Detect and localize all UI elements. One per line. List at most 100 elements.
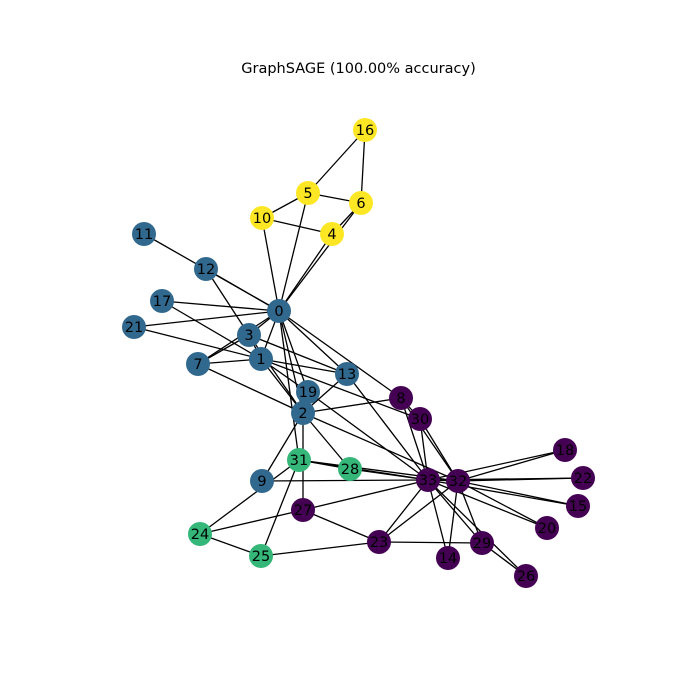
node-circle-7 bbox=[186, 352, 210, 376]
node-label-6: 6 bbox=[356, 196, 365, 212]
node-label-33: 33 bbox=[419, 473, 437, 489]
node-circle-6 bbox=[349, 191, 373, 215]
node-12: 12 bbox=[194, 257, 218, 281]
node-label-16: 16 bbox=[356, 123, 374, 139]
edge-2-8 bbox=[302, 397, 402, 414]
node-circle-15 bbox=[566, 494, 590, 518]
edge-1-21 bbox=[133, 326, 262, 360]
edge-0-13 bbox=[278, 310, 348, 375]
node-circle-2 bbox=[291, 401, 315, 425]
edge-0-10 bbox=[261, 217, 280, 312]
node-8: 8 bbox=[389, 386, 413, 410]
node-circle-31 bbox=[287, 448, 311, 472]
node-0: 0 bbox=[267, 299, 291, 323]
node-label-22: 22 bbox=[574, 471, 592, 487]
node-2: 2 bbox=[291, 401, 315, 425]
edge-19-33 bbox=[307, 391, 429, 481]
node-9: 9 bbox=[250, 469, 274, 493]
node-circle-33 bbox=[416, 468, 440, 492]
node-15: 15 bbox=[566, 494, 590, 518]
node-circle-18 bbox=[553, 438, 577, 462]
edge-1-17 bbox=[161, 300, 262, 360]
edge-1-13 bbox=[260, 358, 348, 375]
edge-0-4 bbox=[278, 233, 333, 312]
node-label-25: 25 bbox=[252, 549, 270, 565]
node-16: 16 bbox=[353, 118, 377, 142]
edge-20-32 bbox=[457, 480, 548, 529]
edge-23-29 bbox=[378, 541, 483, 544]
node-circle-29 bbox=[470, 531, 494, 555]
node-label-19: 19 bbox=[299, 385, 317, 401]
node-circle-13 bbox=[335, 362, 359, 386]
node-31: 31 bbox=[287, 448, 311, 472]
edge-5-16 bbox=[307, 129, 366, 194]
node-circle-25 bbox=[249, 544, 273, 568]
node-circle-9 bbox=[250, 469, 274, 493]
edge-6-16 bbox=[360, 129, 366, 204]
edge-15-32 bbox=[457, 480, 579, 507]
node-29: 29 bbox=[470, 531, 494, 555]
edge-0-8 bbox=[278, 310, 402, 399]
edge-0-19 bbox=[278, 310, 309, 393]
node-label-28: 28 bbox=[341, 462, 359, 478]
edge-2-7 bbox=[197, 363, 304, 414]
node-circle-28 bbox=[338, 457, 362, 481]
edge-27-33 bbox=[302, 479, 429, 511]
node-label-31: 31 bbox=[290, 453, 308, 469]
node-label-32: 32 bbox=[449, 474, 467, 490]
edge-23-27 bbox=[302, 509, 380, 543]
node-label-3: 3 bbox=[244, 328, 253, 344]
edge-14-33 bbox=[427, 479, 449, 559]
edge-1-30 bbox=[260, 358, 421, 420]
node-circle-12 bbox=[194, 257, 218, 281]
node-32: 32 bbox=[446, 469, 470, 493]
node-circle-14 bbox=[436, 546, 460, 570]
edge-25-31 bbox=[260, 459, 300, 557]
node-label-30: 30 bbox=[411, 412, 429, 428]
node-label-4: 4 bbox=[327, 227, 336, 243]
node-circle-22 bbox=[571, 466, 595, 490]
node-5: 5 bbox=[296, 181, 320, 205]
edge-29-33 bbox=[427, 479, 483, 544]
node-label-24: 24 bbox=[191, 527, 209, 543]
node-18: 18 bbox=[553, 438, 577, 462]
node-label-17: 17 bbox=[153, 294, 171, 310]
node-circle-27 bbox=[291, 498, 315, 522]
edge-9-33 bbox=[261, 479, 429, 482]
edge-2-9 bbox=[261, 412, 304, 482]
node-circle-30 bbox=[408, 407, 432, 431]
edge-3-13 bbox=[248, 334, 348, 375]
node-33: 33 bbox=[416, 468, 440, 492]
node-17: 17 bbox=[150, 289, 174, 313]
node-label-20: 20 bbox=[538, 521, 556, 537]
node-14: 14 bbox=[436, 546, 460, 570]
node-label-13: 13 bbox=[338, 367, 356, 383]
edge-13-33 bbox=[346, 373, 429, 481]
edge-0-5 bbox=[278, 192, 309, 312]
node-27: 27 bbox=[291, 498, 315, 522]
node-label-21: 21 bbox=[125, 320, 143, 336]
node-label-27: 27 bbox=[294, 503, 312, 519]
node-label-8: 8 bbox=[396, 391, 405, 407]
edge-31-33 bbox=[298, 459, 429, 481]
node-19: 19 bbox=[296, 380, 320, 404]
node-6: 6 bbox=[349, 191, 373, 215]
edge-2-28 bbox=[302, 412, 351, 470]
node-circle-32 bbox=[446, 469, 470, 493]
node-circle-16 bbox=[353, 118, 377, 142]
edge-0-31 bbox=[278, 310, 300, 461]
edge-18-32 bbox=[457, 449, 566, 482]
node-circle-4 bbox=[320, 222, 344, 246]
node-23: 23 bbox=[367, 530, 391, 554]
node-label-9: 9 bbox=[257, 474, 266, 490]
node-label-18: 18 bbox=[556, 443, 574, 459]
edge-2-3 bbox=[248, 334, 304, 414]
edge-0-12 bbox=[205, 268, 280, 312]
node-24: 24 bbox=[188, 522, 212, 546]
edge-30-32 bbox=[419, 418, 459, 482]
node-circle-0 bbox=[267, 299, 291, 323]
node-label-0: 0 bbox=[274, 304, 283, 320]
node-circle-19 bbox=[296, 380, 320, 404]
